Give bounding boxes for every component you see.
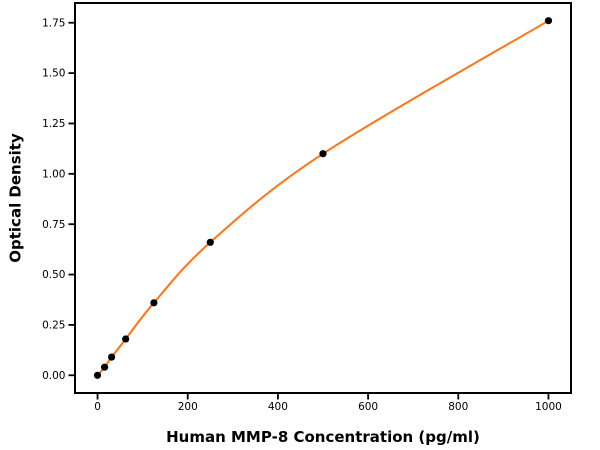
y-tick-label: 0.50 <box>42 269 65 281</box>
data-point <box>319 150 327 158</box>
y-tick-label: 1.50 <box>42 68 65 80</box>
y-tick-label: 0.00 <box>42 370 65 382</box>
y-tick-label: 0.25 <box>42 320 65 332</box>
data-point <box>108 353 116 361</box>
x-tick-label: 200 <box>178 401 198 413</box>
y-tick-label: 0.75 <box>42 219 65 231</box>
y-tick-label: 1.25 <box>42 118 65 130</box>
data-point <box>206 238 214 246</box>
data-point <box>122 335 130 343</box>
y-axis-label: Optical Density <box>6 133 25 263</box>
y-tick-label: 1.00 <box>42 168 65 180</box>
x-axis-label: Human MMP-8 Concentration (pg/ml) <box>166 428 480 446</box>
x-tick-label: 0 <box>94 401 101 413</box>
x-tick-label: 600 <box>358 401 378 413</box>
data-point <box>101 363 109 371</box>
data-point <box>150 299 158 307</box>
x-tick-label: 1000 <box>535 401 562 413</box>
x-tick-label: 800 <box>448 401 468 413</box>
data-point <box>544 17 553 25</box>
data-point <box>93 371 102 379</box>
fit-curve-line <box>96 19 550 377</box>
y-tick-label: 1.75 <box>42 17 65 29</box>
axes-spines <box>74 2 572 394</box>
x-tick-label: 400 <box>268 401 288 413</box>
